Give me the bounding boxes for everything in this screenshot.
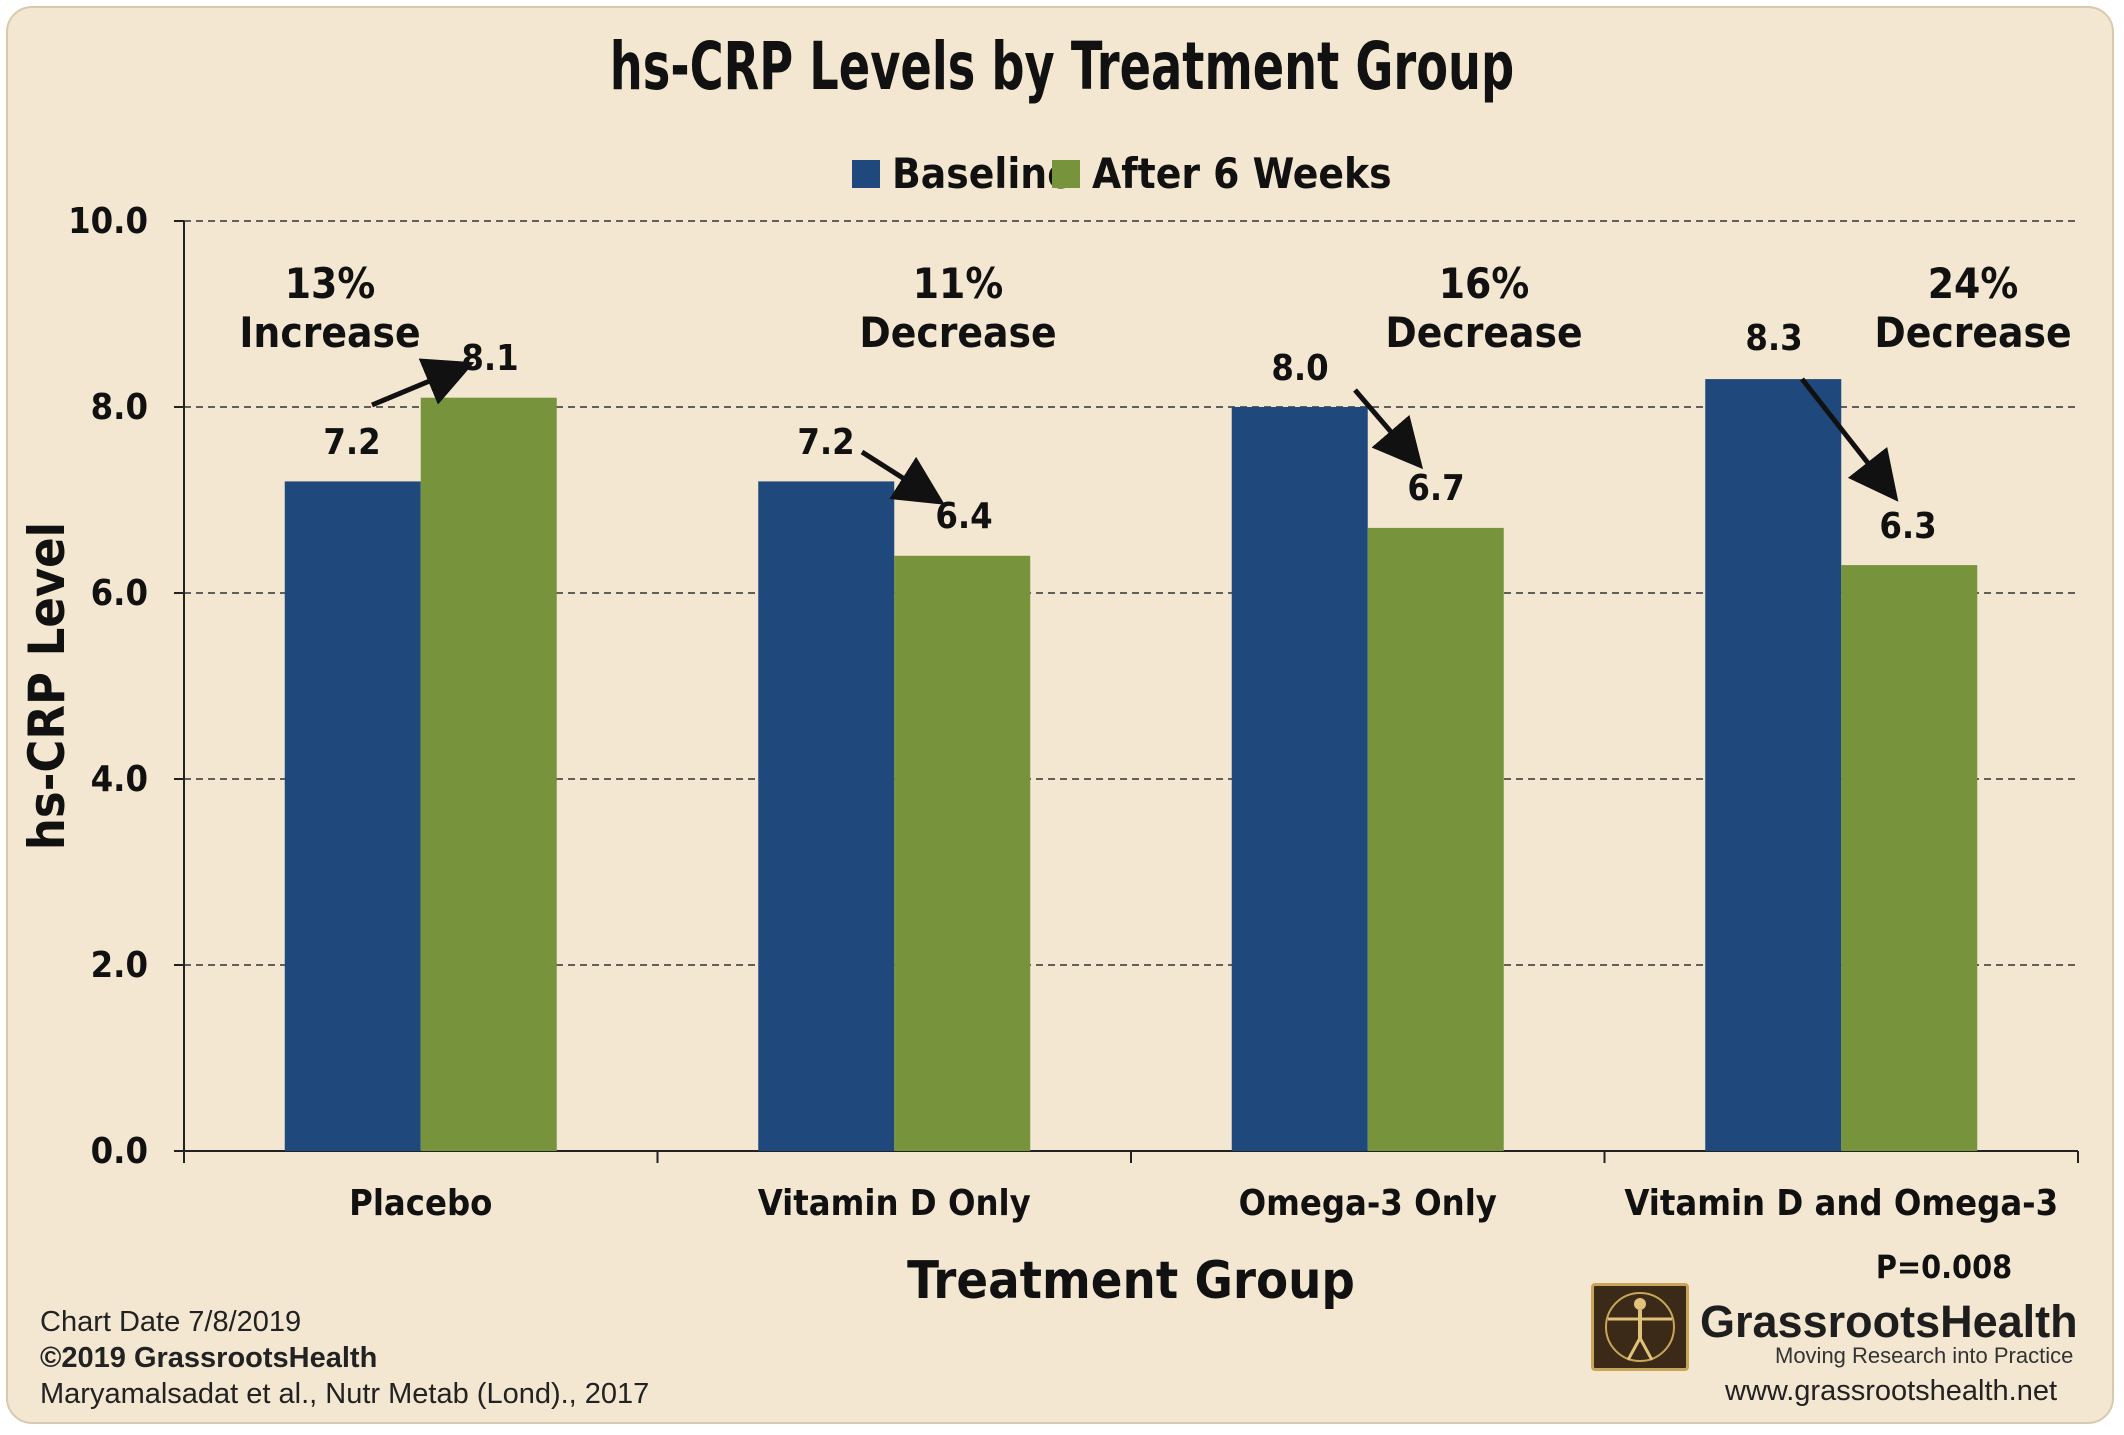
category-label: Placebo [349, 1183, 492, 1224]
annotation-direction: Decrease [859, 308, 1056, 357]
category-label: Omega-3 Only [1239, 1183, 1497, 1224]
x-axis-title: Treatment Group [907, 1251, 1355, 1311]
p-value: P=0.008 [1876, 1248, 2012, 1286]
change-arrow [1800, 377, 1899, 502]
annotation-direction: Decrease [1874, 308, 2071, 357]
legend-label: Baseline [892, 149, 1073, 198]
annotation-percent: 13% [285, 259, 375, 308]
citation: Maryamalsadat et al., Nutr Metab (Lond).… [40, 1378, 650, 1410]
data-label: 7.2 [797, 422, 854, 463]
chart-date: Chart Date 7/8/2019 [40, 1306, 302, 1338]
data-label: 6.7 [1407, 468, 1464, 509]
data-labels: Placebo Vitamin D Only Omega-3 Only Vitamin… [239, 259, 2071, 1286]
data-label: 7.2 [323, 422, 380, 463]
y-tick-label: 4.0 [91, 759, 148, 800]
data-label: 8.3 [1745, 318, 1802, 359]
bar [1841, 565, 1978, 1151]
y-tick-label: 10.0 [68, 201, 148, 242]
y-tick-label: 6.0 [91, 573, 148, 614]
chart-title: hs-CRP Levels by Treatment Group [609, 28, 1515, 105]
bar [420, 397, 557, 1151]
annotation-percent: 16% [1439, 259, 1529, 308]
bar [1231, 407, 1368, 1151]
bar [1367, 527, 1504, 1151]
change-arrow [1353, 388, 1424, 470]
data-label: 8.1 [461, 338, 518, 379]
change-arrow [371, 358, 475, 408]
logo-url[interactable]: www.grassrootshealth.net [1725, 1375, 2058, 1407]
y-tick-label: 8.0 [91, 387, 148, 428]
data-label: 8.0 [1271, 348, 1328, 389]
data-label: 6.3 [1879, 506, 1936, 547]
legend-label: After 6 Weeks [1092, 149, 1392, 198]
bar [894, 555, 1031, 1151]
category-label: Vitamin D Only [758, 1183, 1031, 1224]
annotation-direction: Decrease [1385, 308, 1582, 357]
bar [284, 481, 421, 1151]
y-tick-label: 2.0 [91, 945, 148, 986]
vitruvian-man-icon [1591, 1283, 1689, 1371]
axes: 0.0 2.0 4.0 6.0 8.0 10.0 hs-CRP Level Treatment… [18, 201, 2079, 1311]
logo-tagline: Moving Research into Practice [1775, 1343, 2074, 1368]
logo-name: GrassrootsHealth [1700, 1296, 2078, 1347]
bar [758, 481, 895, 1151]
y-tick-label: 0.0 [91, 1131, 148, 1172]
annotation-direction: Increase [239, 308, 420, 357]
copyright: ©2019 GrassrootsHealth [40, 1342, 378, 1374]
category-label: Vitamin D and Omega-3 [1624, 1183, 2058, 1224]
legend: Baseline After 6 Weeks [852, 149, 1392, 198]
change-arrow [860, 449, 945, 505]
annotation-percent: 24% [1928, 259, 2018, 308]
bars [284, 379, 1978, 1152]
legend-swatch [852, 160, 880, 188]
legend-swatch [1052, 160, 1080, 188]
bar [1705, 379, 1842, 1152]
y-axis-title: hs-CRP Level [18, 522, 76, 850]
annotation-percent: 11% [913, 259, 1003, 308]
data-label: 6.4 [935, 496, 992, 537]
